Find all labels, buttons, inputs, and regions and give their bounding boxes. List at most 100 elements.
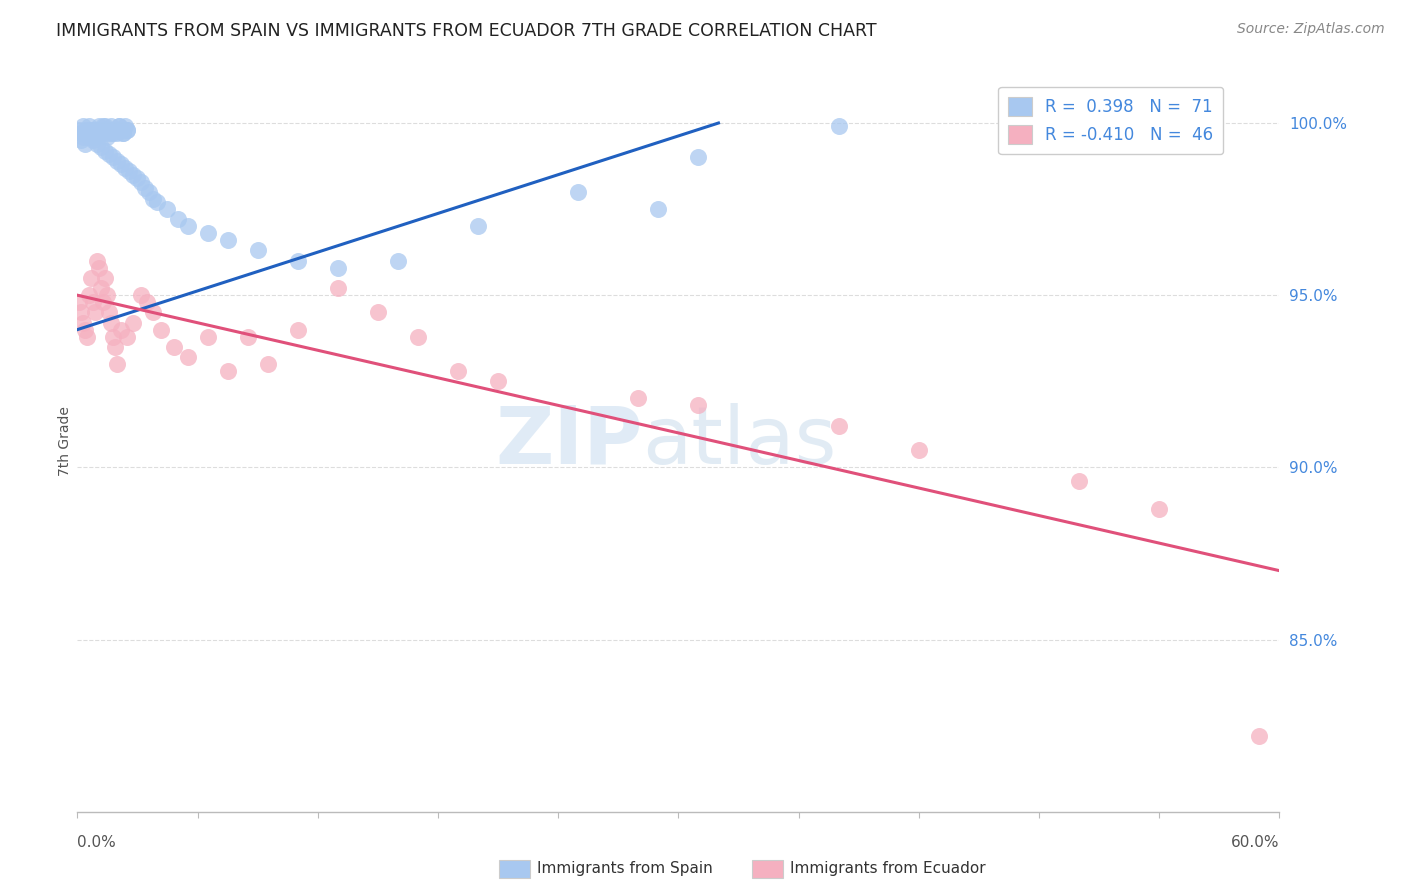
Point bbox=[98, 305, 121, 319]
Point bbox=[75, 123, 97, 137]
Point bbox=[107, 153, 129, 168]
Point bbox=[70, 305, 93, 319]
Point bbox=[90, 281, 112, 295]
Point bbox=[908, 443, 931, 458]
Point bbox=[100, 120, 122, 134]
Point bbox=[84, 305, 107, 319]
Point bbox=[104, 123, 127, 137]
Point bbox=[112, 126, 135, 140]
Point bbox=[94, 120, 117, 134]
Point bbox=[217, 364, 239, 378]
Point bbox=[197, 329, 219, 343]
Point bbox=[647, 202, 669, 216]
Point bbox=[86, 123, 108, 137]
Point bbox=[828, 120, 851, 134]
Point bbox=[72, 316, 94, 330]
Point bbox=[627, 392, 650, 406]
Point bbox=[127, 171, 149, 186]
Point bbox=[118, 164, 141, 178]
Point bbox=[80, 123, 103, 137]
Text: 0.0%: 0.0% bbox=[77, 836, 117, 850]
Point bbox=[688, 398, 710, 412]
Point bbox=[89, 120, 111, 134]
Point bbox=[103, 329, 125, 343]
Point bbox=[136, 295, 159, 310]
Point bbox=[176, 219, 198, 234]
Point bbox=[94, 144, 117, 158]
Point bbox=[98, 147, 121, 161]
Point bbox=[387, 253, 409, 268]
Point bbox=[90, 126, 112, 140]
Point bbox=[1069, 474, 1091, 488]
Text: Immigrants from Ecuador: Immigrants from Ecuador bbox=[790, 862, 986, 876]
Point bbox=[122, 316, 145, 330]
Text: Source: ZipAtlas.com: Source: ZipAtlas.com bbox=[1237, 22, 1385, 37]
Text: ZIP: ZIP bbox=[495, 402, 643, 481]
Legend: R =  0.398   N =  71, R = -0.410   N =  46: R = 0.398 N = 71, R = -0.410 N = 46 bbox=[998, 87, 1223, 154]
Point bbox=[110, 123, 132, 137]
Point bbox=[103, 151, 125, 165]
Text: atlas: atlas bbox=[643, 402, 837, 481]
Point bbox=[96, 126, 118, 140]
Point bbox=[79, 129, 101, 144]
Text: IMMIGRANTS FROM SPAIN VS IMMIGRANTS FROM ECUADOR 7TH GRADE CORRELATION CHART: IMMIGRANTS FROM SPAIN VS IMMIGRANTS FROM… bbox=[56, 22, 877, 40]
Point bbox=[93, 295, 115, 310]
Point bbox=[80, 271, 103, 285]
Point bbox=[90, 140, 112, 154]
Point bbox=[1249, 729, 1271, 743]
Point bbox=[447, 364, 470, 378]
Point bbox=[108, 120, 131, 134]
Point bbox=[326, 260, 349, 275]
Point bbox=[287, 323, 309, 337]
Point bbox=[197, 226, 219, 240]
Point bbox=[114, 120, 136, 134]
Point bbox=[76, 126, 98, 140]
Point bbox=[84, 126, 107, 140]
Text: Immigrants from Spain: Immigrants from Spain bbox=[537, 862, 713, 876]
Point bbox=[89, 123, 111, 137]
Point bbox=[76, 126, 98, 140]
Point bbox=[107, 126, 129, 140]
Point bbox=[162, 340, 184, 354]
Point bbox=[131, 288, 153, 302]
Point bbox=[100, 126, 122, 140]
Point bbox=[828, 419, 851, 434]
Point bbox=[79, 288, 101, 302]
Point bbox=[93, 123, 115, 137]
Point bbox=[176, 350, 198, 364]
Point bbox=[70, 126, 93, 140]
Point bbox=[82, 133, 104, 147]
Point bbox=[287, 253, 309, 268]
Point bbox=[146, 195, 169, 210]
Point bbox=[122, 168, 145, 182]
Point bbox=[72, 129, 94, 144]
Point bbox=[114, 161, 136, 175]
Point bbox=[108, 120, 131, 134]
Text: 60.0%: 60.0% bbox=[1232, 836, 1279, 850]
Point bbox=[166, 212, 188, 227]
Point bbox=[326, 281, 349, 295]
Point bbox=[217, 233, 239, 247]
Point bbox=[117, 123, 139, 137]
Point bbox=[1149, 501, 1171, 516]
Point bbox=[110, 157, 132, 171]
Point bbox=[117, 123, 139, 137]
Point bbox=[82, 295, 104, 310]
Point bbox=[104, 123, 127, 137]
Point bbox=[156, 202, 179, 216]
Point bbox=[86, 136, 108, 151]
Point bbox=[89, 260, 111, 275]
Point bbox=[134, 181, 156, 195]
Point bbox=[79, 120, 101, 134]
Point bbox=[256, 357, 278, 371]
Point bbox=[67, 295, 90, 310]
Point bbox=[688, 151, 710, 165]
Point bbox=[72, 120, 94, 134]
Point bbox=[93, 120, 115, 134]
Point bbox=[94, 271, 117, 285]
Point bbox=[80, 123, 103, 137]
Point bbox=[96, 288, 118, 302]
Point bbox=[100, 316, 122, 330]
Point bbox=[110, 323, 132, 337]
Point bbox=[86, 253, 108, 268]
